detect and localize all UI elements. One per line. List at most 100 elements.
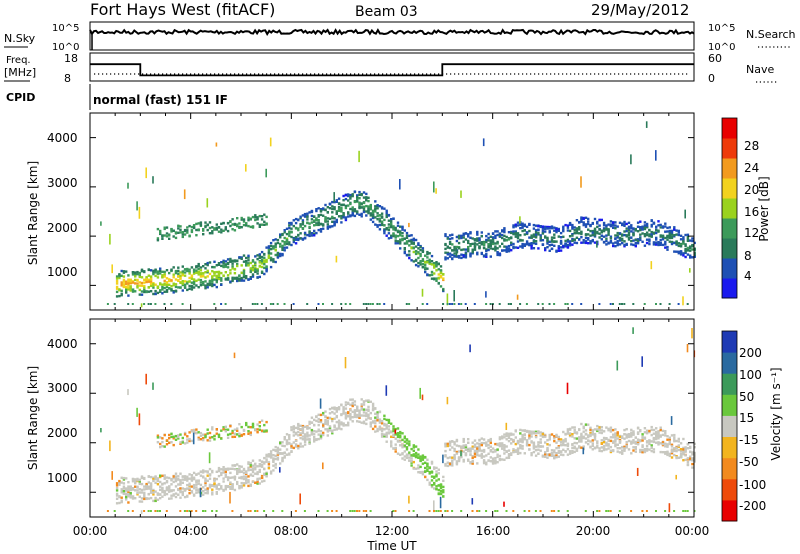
power-speckle: [245, 164, 247, 172]
velocity-cell: [496, 455, 499, 459]
power-cell: [206, 271, 209, 274]
power-cell: [503, 245, 506, 248]
power-cell: [233, 229, 237, 232]
velocity-cell: [525, 439, 529, 442]
velocity-cell: [322, 424, 325, 427]
power-cell: [621, 241, 624, 245]
power-cell: [639, 233, 642, 236]
power-cell: [156, 276, 160, 279]
velocity-cell: [380, 429, 384, 432]
power-groundnoise: [260, 303, 263, 305]
power-cell: [288, 224, 291, 227]
power-cell: [645, 233, 649, 237]
velocity-cell: [134, 489, 137, 492]
velocity-cell: [634, 446, 637, 449]
power-cell: [435, 269, 438, 272]
power-cell: [523, 223, 526, 226]
velocity-cell: [494, 442, 497, 446]
velocity-cell: [591, 439, 594, 442]
power-cell: [541, 239, 545, 242]
velocity-cell: [636, 438, 640, 441]
power-cell: [231, 276, 234, 279]
velocity-cell: [199, 438, 203, 441]
velocity-cell: [541, 445, 545, 448]
power-cell: [600, 238, 603, 241]
velocity-cell: [657, 441, 660, 444]
power-cell: [405, 231, 409, 235]
power-cell: [655, 229, 658, 232]
power-cell: [156, 285, 160, 288]
power-cell: [168, 287, 171, 290]
power-cell: [362, 209, 366, 212]
velocity-cell: [405, 442, 409, 445]
velocity-cell: [317, 437, 320, 441]
velocity-cell: [482, 441, 486, 445]
power-cell: [122, 275, 126, 278]
power-cell: [664, 225, 667, 228]
power-groundnoise: [442, 303, 445, 305]
power-cell: [247, 278, 250, 281]
velocity-cell: [668, 454, 671, 458]
power-cell: [559, 231, 563, 235]
velocity-cell: [222, 468, 225, 472]
velocity-cell: [279, 441, 282, 445]
velocity-cell: [297, 447, 300, 450]
power-cell: [566, 243, 570, 247]
velocity-cell: [145, 497, 148, 501]
power-cell: [614, 241, 617, 244]
power-cell: [247, 262, 250, 265]
power-cell: [437, 273, 440, 276]
velocity-cell: [344, 416, 348, 419]
velocity-cell: [573, 426, 576, 429]
velocity-cell: [331, 407, 334, 410]
velocity-cell: [303, 434, 307, 438]
velocity-cell: [645, 449, 649, 452]
power-cell: [199, 221, 203, 224]
velocity-cell: [290, 450, 293, 453]
power-cell: [163, 286, 166, 290]
power-cell: [140, 293, 144, 296]
velocity-cell: [537, 448, 540, 451]
power-cell: [380, 222, 384, 225]
power-cell: [159, 229, 162, 233]
power-cell: [378, 223, 382, 227]
power-cell: [177, 231, 180, 234]
power-cell: [310, 218, 314, 221]
velocity-cell: [480, 455, 483, 458]
velocity-cell: [353, 412, 357, 415]
power-cell: [118, 273, 121, 276]
power-cell: [356, 194, 359, 197]
power-cell: [623, 243, 626, 247]
velocity-cell: [125, 489, 128, 492]
power-cell: [514, 225, 517, 228]
velocity-cell: [568, 432, 572, 435]
power-groundnoise: [269, 303, 272, 305]
power-cell: [534, 236, 538, 239]
power-cell: [362, 201, 366, 205]
power-cell: [299, 232, 302, 235]
velocity-cell: [657, 435, 660, 438]
velocity-cell: [489, 456, 492, 459]
velocity-cell: [374, 430, 377, 433]
power-cell: [220, 279, 223, 282]
velocity-cell: [326, 419, 329, 422]
velocity-groundnoise: [365, 510, 368, 512]
velocity-cell: [163, 482, 166, 485]
power-cell: [627, 236, 631, 239]
power-cell: [281, 254, 284, 257]
velocity-cell: [367, 416, 370, 420]
velocity-cell: [571, 443, 574, 446]
velocity-cell: [573, 429, 576, 432]
power-cell: [283, 243, 286, 246]
power-cell: [192, 270, 196, 273]
velocity-cell: [217, 488, 221, 491]
velocity-cell: [600, 429, 603, 432]
velocity-cell: [485, 454, 488, 457]
power-cell: [514, 233, 517, 236]
velocity-cell: [421, 454, 425, 457]
power-cell: [140, 284, 144, 287]
velocity-cell: [476, 451, 479, 454]
power-cell: [342, 194, 345, 198]
power-cell: [675, 242, 678, 245]
power-cell: [496, 240, 499, 244]
